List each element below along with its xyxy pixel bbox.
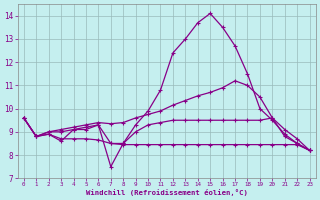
X-axis label: Windchill (Refroidissement éolien,°C): Windchill (Refroidissement éolien,°C) <box>86 189 248 196</box>
